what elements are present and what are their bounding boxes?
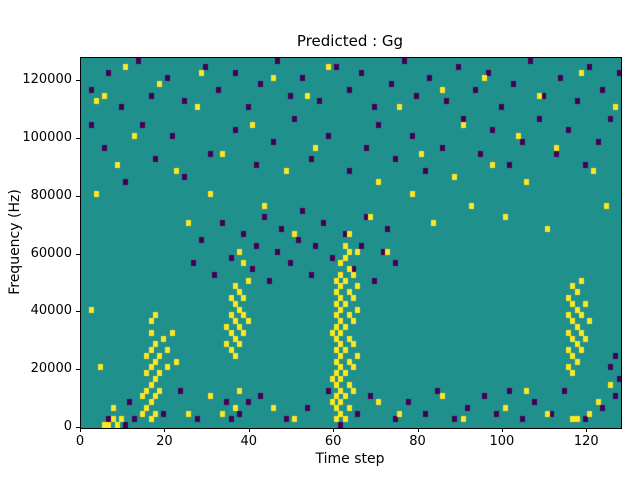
plot-title: Predicted : Gg xyxy=(296,32,404,50)
x-tick-mark xyxy=(248,428,250,432)
y-tick-mark xyxy=(76,253,80,255)
x-tick-label: 100 xyxy=(489,434,515,449)
x-tick-label: 60 xyxy=(324,434,342,449)
x-tick-label: 0 xyxy=(75,434,85,449)
y-tick-label: 80000 xyxy=(30,187,72,203)
y-tick-label: 0 xyxy=(63,419,72,434)
y-tick-mark xyxy=(76,195,80,197)
y-tick-label: 100000 xyxy=(22,129,72,145)
plot-area xyxy=(80,57,622,429)
x-tick-mark xyxy=(501,428,503,432)
x-tick-mark xyxy=(586,428,588,432)
x-tick-mark xyxy=(164,428,166,432)
y-tick-mark xyxy=(76,369,80,371)
x-tick-mark xyxy=(333,428,335,432)
x-tick-label: 40 xyxy=(240,434,258,449)
x-tick-mark xyxy=(80,428,81,432)
y-tick-mark xyxy=(76,137,80,139)
y-tick-mark xyxy=(76,427,80,428)
y-tick-label: 20000 xyxy=(30,361,72,377)
y-tick-label: 60000 xyxy=(30,245,72,261)
heatmap-canvas xyxy=(81,58,621,428)
x-tick-label: 120 xyxy=(573,434,599,449)
y-tick-mark xyxy=(76,311,80,313)
x-tick-mark xyxy=(417,428,419,432)
x-tick-label: 20 xyxy=(156,434,173,449)
y-tick-mark xyxy=(76,80,80,82)
x-tick-label: 80 xyxy=(409,434,426,449)
x-axis-label: Time step xyxy=(315,451,385,467)
y-axis-label: Frequency (Hz) xyxy=(7,189,23,295)
y-tick-label: 40000 xyxy=(30,303,72,319)
y-tick-label: 120000 xyxy=(22,72,72,88)
